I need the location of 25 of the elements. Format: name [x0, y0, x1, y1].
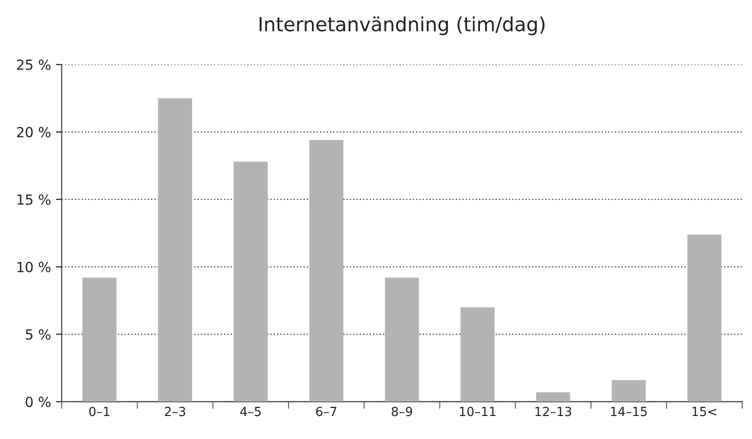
bar	[158, 98, 192, 402]
bar	[687, 234, 722, 402]
y-tick-label: 25 %	[16, 60, 50, 70]
bar	[460, 307, 495, 402]
y-tick-label: 5 %	[26, 329, 50, 340]
x-tick-label: 4–5	[240, 406, 261, 416]
bar	[612, 380, 646, 402]
bar	[384, 278, 419, 402]
bar	[234, 162, 268, 402]
x-tick-label: 0–1	[89, 406, 110, 416]
y-tick-label: 20 %	[16, 126, 50, 138]
bar	[82, 278, 116, 402]
x-tick-label: 14–15	[611, 406, 647, 416]
y-tick-label: 0 %	[26, 396, 50, 408]
bar	[536, 392, 570, 402]
chart-title: Internetanvändning (tim/dag)	[260, 16, 544, 36]
y-tick-label: 15 %	[17, 194, 50, 205]
y-tick-label: 10 %	[17, 262, 50, 272]
bar	[309, 140, 344, 402]
x-tick-label: 12–13	[536, 406, 572, 416]
x-tick-label: 2–3	[164, 406, 186, 416]
x-tick-label: 15<	[692, 406, 716, 416]
x-tick-label: 10–11	[460, 406, 496, 416]
x-tick-label: 8–9	[392, 406, 412, 416]
x-tick-label: 6–7	[316, 406, 336, 416]
